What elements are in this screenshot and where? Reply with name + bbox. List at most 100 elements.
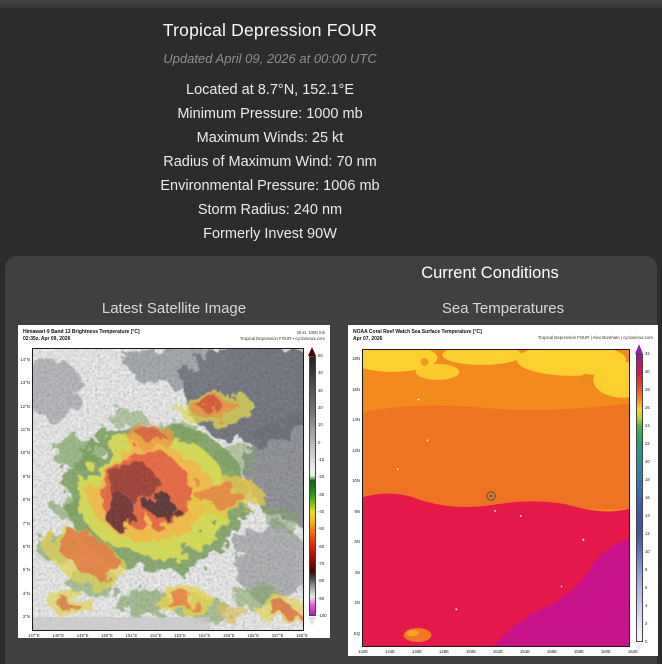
lon-tick: 150E	[465, 649, 476, 654]
storm-updated-timestamp: Updated April 09, 2026 at 00:00 UTC	[163, 51, 377, 66]
lon-tick: 158E	[573, 649, 584, 654]
colorbar-bottom-arrow-icon	[308, 617, 316, 626]
colorbar-tick: 24	[645, 423, 650, 428]
lat-tick: 5°N	[22, 567, 30, 573]
lon-tick: 149°E	[76, 633, 89, 638]
lon-tick: 152°E	[149, 633, 162, 638]
satellite-header-left: Himawari-9 Band 13 Brightness Temperatur…	[23, 329, 140, 342]
storm-info-line: Minimum Pressure: 1000 mb	[177, 106, 363, 122]
lat-tick: 9°N	[22, 473, 30, 479]
lat-tick: 7°N	[22, 520, 30, 526]
lon-tick: 157°E	[271, 633, 284, 638]
storm-info-line: Environmental Pressure: 1006 mb	[160, 178, 380, 194]
lat-tick: 14°N	[20, 357, 30, 362]
lat-tick: 12N	[352, 447, 360, 453]
colorbar-tick: -100	[318, 612, 327, 618]
colorbar-tick: -30	[318, 491, 325, 497]
sst-header-right: Tropical Depression FOUR | Alex Boreham …	[537, 335, 653, 340]
lat-tick: 3°N	[22, 613, 30, 619]
colorbar-tick: 20	[318, 404, 323, 410]
colorbar-tick: -50	[318, 526, 325, 532]
colorbar-tick: -70	[318, 560, 325, 566]
lat-tick: 11°N	[20, 427, 30, 433]
lon-tick: 160E	[600, 649, 611, 654]
colorbar-tick: 30	[318, 387, 323, 393]
storm-info-line: Formerly Invest 90W	[203, 226, 337, 242]
colorbar-tick: 8	[645, 567, 648, 572]
storm-info-line: Storm Radius: 240 nm	[197, 202, 343, 218]
colorbar-tick: 40	[318, 370, 323, 376]
sst-header-left: NOAA Coral Reef Watch Sea Surface Temper…	[353, 329, 482, 342]
storm-info-list: Located at 8.7°N, 152.1°E Minimum Pressur…	[0, 78, 540, 246]
satellite-lon-axis: 147°E 148°E 149°E 150°E 151°E 152°E 153°E 154°E…	[28, 633, 308, 638]
colorbar-tick: 26	[645, 405, 650, 410]
lat-tick: 2N	[354, 600, 361, 606]
satellite-image[interactable]: Himawari-9 Band 13 Brightness Temperatur…	[18, 325, 330, 638]
lat-tick: 18N	[352, 356, 360, 361]
top-strip	[0, 0, 662, 8]
colorbar-tick: 16	[645, 495, 650, 500]
colorbar-tick: 0	[645, 639, 648, 644]
storm-title: Tropical Depression FOUR	[162, 20, 378, 40]
colorbar-tick: 32	[645, 351, 650, 356]
colorbar-top-arrow-icon	[635, 344, 643, 354]
lat-tick: 14N	[352, 417, 360, 423]
sst-colorbar	[636, 354, 643, 642]
lon-tick: 142E	[358, 649, 369, 654]
colorbar-tick: 2	[645, 621, 648, 626]
colorbar-tick: 20	[645, 459, 650, 464]
lon-tick: 153°E	[174, 633, 187, 638]
lat-tick: 4°N	[22, 590, 30, 596]
section-title: Current Conditions	[421, 264, 559, 282]
satellite-plot	[32, 348, 304, 631]
lat-tick: 13°N	[20, 380, 30, 386]
lon-tick: 152E	[492, 649, 503, 654]
storm-info-line: Radius of Maximum Wind: 70 nm	[163, 154, 377, 170]
current-conditions-panel: Current Conditions Latest Satellite Imag…	[5, 256, 658, 664]
sst-image[interactable]: NOAA Coral Reef Watch Sea Surface Temper…	[348, 325, 658, 656]
lon-tick: 144E	[384, 649, 396, 654]
satellite-lat-axis: 14°N 13°N 12°N 11°N 10°N 9°N 8°N 7°N 6°N 5°N 4°N 3°…	[18, 357, 30, 619]
lon-tick: 154°E	[198, 633, 211, 638]
colorbar-tick: -80	[318, 578, 325, 584]
lon-tick: 162E	[627, 649, 638, 654]
colorbar-tick: -90	[318, 595, 325, 601]
lat-tick: 10N	[352, 478, 360, 484]
lon-tick: 148°E	[52, 633, 65, 638]
colorbar-tick: -60	[318, 543, 325, 549]
colorbar-tick: 50	[318, 353, 323, 358]
lat-tick: 8N	[354, 508, 361, 514]
lon-tick: 150°E	[101, 633, 113, 638]
lat-tick: 12°N	[20, 403, 30, 409]
lon-tick: 155°E	[223, 633, 235, 638]
sst-lon-axis: 142E 144E 146E 148E 150E 152E 154E 156E 158E 160E…	[358, 649, 638, 654]
storm-info-line: Located at 8.7°N, 152.1°E	[186, 82, 354, 98]
lat-tick: 10°N	[20, 450, 30, 456]
sst-lat-axis: 18N 16N 14N 12N 10N 8N 6N 4N 2N EQ	[348, 356, 360, 636]
colorbar-tick: 28	[645, 387, 650, 392]
colorbar-tick: 10	[645, 549, 650, 554]
sst-plot	[362, 349, 630, 647]
colorbar-tick: 18	[645, 477, 650, 482]
colorbar-tick: 6	[645, 585, 648, 590]
colorbar-tick: -40	[318, 508, 325, 514]
lat-tick: 6N	[354, 539, 361, 545]
colorbar-bottom-arrow-icon	[635, 643, 643, 653]
lon-tick: 158°E	[296, 633, 308, 638]
colorbar-tick: 22	[645, 441, 650, 446]
storm-header: Tropical Depression FOUR Updated April 0…	[0, 20, 540, 246]
storm-position-marker	[486, 491, 496, 501]
colorbar-tick: 12	[645, 531, 650, 536]
satellite-ir-graphic	[33, 349, 303, 630]
sst-colorbar-ticks: 32 30 28 26 24 22 20 18 16 14 12 10 8 6 4 2 0	[645, 351, 650, 644]
colorbar-tick: -10	[318, 456, 325, 462]
lat-tick: 16N	[352, 386, 360, 392]
lat-tick: 6°N	[22, 543, 30, 549]
sst-map-graphic	[363, 350, 629, 646]
satellite-colorbar-ticks: 50 40 30 20 10 0 -10 -20 -30 -40 -50 -60 -70 -80 -90 -1…	[318, 353, 327, 618]
colorbar-tick: 10	[318, 422, 323, 428]
colorbar-tick: -20	[318, 474, 325, 480]
lon-tick: 146E	[411, 649, 423, 654]
lon-tick: 151°E	[125, 633, 138, 638]
